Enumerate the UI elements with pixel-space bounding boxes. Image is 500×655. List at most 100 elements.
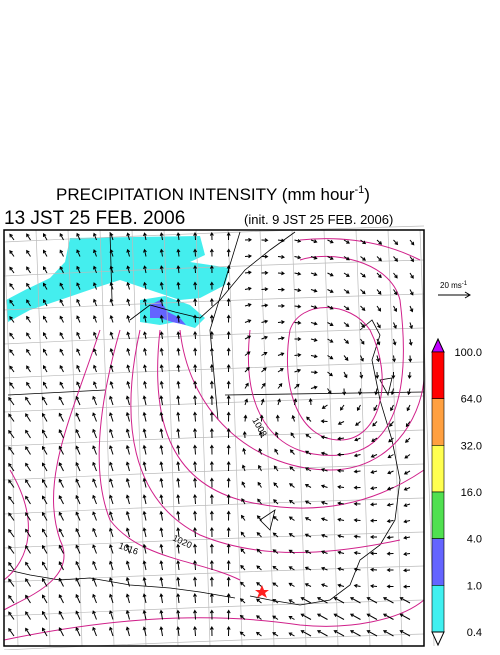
wind-vector bbox=[76, 364, 81, 373]
colorbar-segment bbox=[431, 398, 445, 446]
wind-vector bbox=[393, 289, 398, 296]
wind-vector bbox=[176, 576, 181, 587]
wind-vector bbox=[193, 380, 198, 389]
wind-vector bbox=[143, 331, 147, 340]
wind-vector bbox=[343, 272, 350, 277]
wind-vector bbox=[8, 396, 15, 406]
wind-vector bbox=[59, 265, 64, 274]
wind-vector bbox=[9, 283, 15, 290]
wind-vector bbox=[142, 576, 147, 587]
wind-vector bbox=[392, 338, 397, 346]
wind-vector bbox=[159, 265, 164, 274]
wind-vector bbox=[125, 395, 130, 406]
wind-vector bbox=[240, 514, 246, 521]
wind-vector bbox=[109, 445, 114, 455]
wind-vector bbox=[8, 413, 15, 422]
wind-vector bbox=[109, 577, 114, 587]
wind-vector bbox=[93, 282, 97, 290]
wind-vector bbox=[403, 519, 411, 524]
wind-vector bbox=[159, 347, 164, 356]
wind-vector bbox=[93, 265, 97, 274]
grid-line bbox=[3, 497, 425, 515]
wind-vector bbox=[258, 448, 263, 455]
wind-vector bbox=[376, 239, 383, 245]
wind-vector bbox=[25, 429, 31, 439]
wind-vector bbox=[241, 481, 246, 488]
wind-vector bbox=[288, 533, 295, 538]
grid-line bbox=[355, 229, 371, 647]
wind-vector bbox=[26, 233, 31, 241]
wind-vector bbox=[304, 484, 312, 488]
wind-vector bbox=[25, 462, 31, 472]
wind-vector bbox=[259, 414, 264, 422]
wind-vector bbox=[387, 454, 394, 459]
wind-vector bbox=[371, 437, 378, 442]
wind-vector bbox=[26, 332, 31, 340]
wind-vector bbox=[209, 477, 214, 488]
wind-vector bbox=[353, 567, 361, 572]
wind-vector bbox=[353, 534, 361, 539]
title-close: ) bbox=[364, 185, 370, 204]
wind-vector bbox=[261, 254, 269, 259]
wind-vector bbox=[304, 517, 312, 521]
wind-vector bbox=[125, 444, 130, 455]
wind-vector bbox=[75, 626, 81, 637]
wind-vector bbox=[366, 630, 378, 637]
wind-vector bbox=[375, 371, 380, 379]
wind-vector bbox=[226, 527, 231, 538]
wind-vector bbox=[382, 613, 394, 620]
wind-vector bbox=[209, 444, 214, 455]
wind-vector bbox=[125, 593, 130, 604]
wind-vector bbox=[320, 435, 328, 440]
wind-vector bbox=[370, 486, 378, 491]
wind-vector bbox=[176, 494, 181, 505]
wind-vector bbox=[353, 551, 361, 555]
wind-vector bbox=[109, 544, 114, 554]
wind-vector bbox=[59, 331, 64, 340]
wind-vector bbox=[25, 561, 31, 571]
wind-vector bbox=[109, 527, 114, 538]
wind-vector bbox=[125, 527, 130, 538]
wind-vector bbox=[393, 239, 399, 246]
wind-vector bbox=[241, 464, 246, 472]
wind-vector bbox=[226, 411, 231, 422]
wind-vector bbox=[327, 388, 332, 395]
wind-vector bbox=[337, 583, 345, 588]
wind-vector bbox=[142, 444, 147, 455]
wind-vector bbox=[143, 364, 147, 373]
wind-vector bbox=[337, 468, 345, 473]
wind-vector bbox=[256, 548, 262, 554]
wind-vector bbox=[59, 282, 64, 290]
wind-vector bbox=[75, 560, 81, 571]
wind-vector bbox=[26, 299, 31, 307]
wind-vector bbox=[125, 543, 130, 554]
wind-vector bbox=[226, 347, 231, 356]
wind-vector bbox=[226, 576, 231, 587]
wind-vector bbox=[142, 461, 147, 472]
wind-vector bbox=[109, 348, 114, 356]
wind-vector bbox=[109, 412, 114, 422]
wind-vector bbox=[304, 550, 312, 554]
wind-vector bbox=[376, 272, 382, 279]
wind-vector bbox=[176, 428, 181, 439]
wind-vector bbox=[125, 411, 130, 422]
wind-vector bbox=[386, 551, 394, 556]
coast bbox=[129, 231, 296, 321]
wind-vector bbox=[58, 561, 64, 571]
wind-vector bbox=[76, 265, 81, 274]
wind-vector bbox=[58, 495, 64, 505]
wind-vector bbox=[159, 593, 164, 604]
wind-vector bbox=[176, 364, 181, 373]
wind-vector bbox=[244, 366, 250, 373]
wind-vector bbox=[288, 599, 295, 604]
wind-vector bbox=[288, 582, 295, 587]
wind-vector bbox=[125, 576, 130, 587]
wind-vector bbox=[75, 593, 81, 604]
wind-vector bbox=[226, 248, 231, 257]
wind-vector bbox=[304, 566, 312, 571]
title-exponent: -1 bbox=[355, 184, 365, 196]
wind-vector bbox=[277, 303, 285, 308]
wind-vector bbox=[26, 282, 31, 290]
wind-vector bbox=[43, 381, 48, 389]
wind-vector bbox=[226, 444, 231, 455]
